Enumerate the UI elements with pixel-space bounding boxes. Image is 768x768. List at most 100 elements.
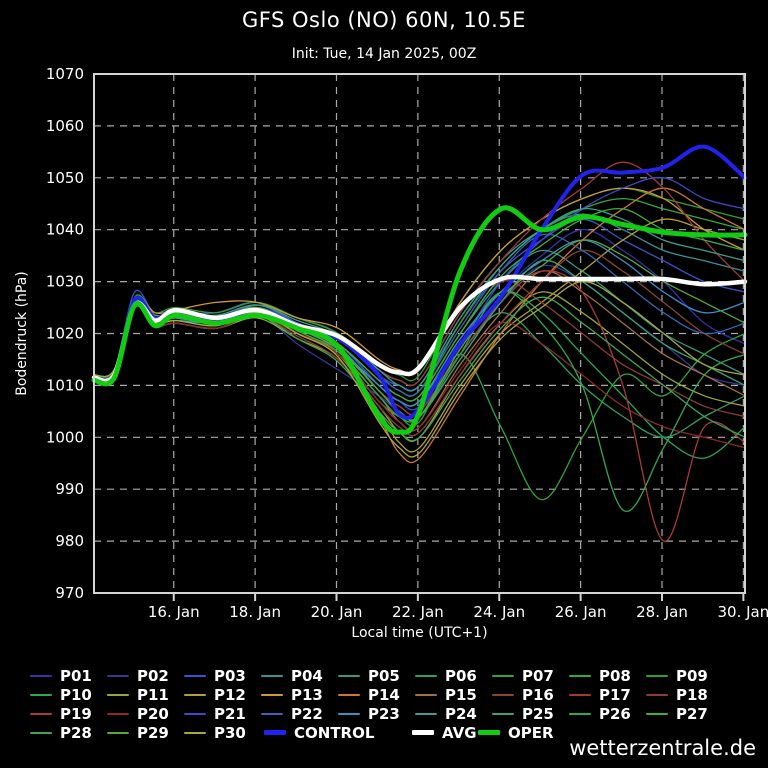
series-line-P09 xyxy=(93,187,746,382)
x-tick-label: 26. Jan xyxy=(555,603,607,621)
legend-label-P19: P19 xyxy=(60,704,92,723)
x-axis-title: Local time (UTC+1) xyxy=(351,625,487,641)
legend-swatch-P20 xyxy=(107,712,129,715)
x-tick-label: 20. Jan xyxy=(311,603,363,621)
y-tick-label: 1060 xyxy=(46,117,84,135)
legend-item-P13: P13 xyxy=(261,686,338,704)
legend-swatch-P08 xyxy=(569,674,591,677)
legend-swatch-P12 xyxy=(184,693,206,696)
legend-item-P03: P03 xyxy=(184,667,261,685)
legend-item-P30: P30 xyxy=(184,724,264,742)
legend-swatch-P23 xyxy=(338,712,360,715)
legend-item-P01: P01 xyxy=(30,667,107,685)
legend-label-CONTROL: CONTROL xyxy=(294,723,375,742)
legend-label-P10: P10 xyxy=(60,685,92,704)
legend-swatch-P10 xyxy=(30,693,52,696)
x-tick-label: 16. Jan xyxy=(148,603,200,621)
legend-item-CONTROL: CONTROL xyxy=(264,724,412,742)
legend-swatch-P02 xyxy=(107,674,129,677)
series-line-P29 xyxy=(93,239,746,422)
legend-label-P06: P06 xyxy=(445,666,477,685)
legend-label-P20: P20 xyxy=(137,704,169,723)
legend-item-P22: P22 xyxy=(261,705,338,723)
legend-item-P14: P14 xyxy=(338,686,415,704)
legend-item-AVG: AVG xyxy=(412,724,478,742)
pressure-ensemble-chart: 970 980 990 1000 1010 1020 1030 1040 1050 1060 107… xyxy=(14,65,768,641)
x-tick-label: 24. Jan xyxy=(473,603,525,621)
legend-label-P28: P28 xyxy=(60,723,92,742)
series-line-P04 xyxy=(93,213,746,387)
legend-label-P15: P15 xyxy=(445,685,477,704)
legend-label-P02: P02 xyxy=(137,666,169,685)
legend-label-P03: P03 xyxy=(214,666,246,685)
series-line-P17 xyxy=(93,161,746,387)
legend-swatch-P09 xyxy=(646,674,668,677)
legend-swatch-P07 xyxy=(492,674,514,677)
legend-item-P21: P21 xyxy=(184,705,261,723)
legend-swatch-P19 xyxy=(30,712,52,715)
legend-swatch-P14 xyxy=(338,693,360,696)
series-line-P27 xyxy=(93,207,746,402)
y-tick-label: 1010 xyxy=(46,376,84,394)
legend-item-P11: P11 xyxy=(107,686,184,704)
y-tick-label: 990 xyxy=(55,480,84,498)
legend-swatch-P26 xyxy=(569,712,591,715)
series-line-P20 xyxy=(93,305,746,449)
legend-swatch-P24 xyxy=(415,712,437,715)
y-tick-label: 1000 xyxy=(46,428,84,446)
legend-swatch-P06 xyxy=(415,674,437,677)
series-line-OPER xyxy=(91,205,748,435)
legend-swatch-P01 xyxy=(30,674,52,677)
legend-swatch-P05 xyxy=(338,674,360,677)
legend-label-P01: P01 xyxy=(60,666,92,685)
legend-label-P07: P07 xyxy=(522,666,554,685)
legend-item-P20: P20 xyxy=(107,705,184,723)
legend-swatch-P29 xyxy=(107,731,129,734)
y-tick-label: 970 xyxy=(55,584,84,602)
legend-swatch-CONTROL xyxy=(264,730,286,735)
legend-label-P23: P23 xyxy=(368,704,400,723)
legend-swatch-P13 xyxy=(261,693,283,696)
legend-item-P05: P05 xyxy=(338,667,415,685)
legend-item-P04: P04 xyxy=(261,667,338,685)
legend-item-OPER: OPER xyxy=(478,724,578,742)
legend-swatch-P30 xyxy=(184,731,206,734)
legend-swatch-P18 xyxy=(646,693,668,696)
legend-swatch-P28 xyxy=(30,731,52,734)
x-tick-label: 30. Jan xyxy=(717,603,768,621)
legend-label-P12: P12 xyxy=(214,685,246,704)
legend-item-P08: P08 xyxy=(569,667,646,685)
legend-label-P13: P13 xyxy=(291,685,323,704)
legend-row-1: P01 P02 P03 P04 P05 P06 P07 P08 P09 xyxy=(30,666,760,685)
legend-row-3: P19 P20 P21 P22 P23 P24 P25 P26 P27 xyxy=(30,704,760,723)
legend-item-P25: P25 xyxy=(492,705,569,723)
legend-label-P29: P29 xyxy=(137,723,169,742)
legend-swatch-P21 xyxy=(184,712,206,715)
legend-item-P07: P07 xyxy=(492,667,569,685)
legend-swatch-P16 xyxy=(492,693,514,696)
series-line-P30 xyxy=(93,280,746,458)
y-axis-title: Bodendruck (hPa) xyxy=(14,271,30,396)
legend-swatch-P11 xyxy=(107,693,129,696)
legend-label-P26: P26 xyxy=(599,704,631,723)
legend-item-P10: P10 xyxy=(30,686,107,704)
legend-label-P09: P09 xyxy=(676,666,708,685)
legend-label-P25: P25 xyxy=(522,704,554,723)
legend-label-P17: P17 xyxy=(599,685,631,704)
legend-label-OPER: OPER xyxy=(508,723,554,742)
y-tick-label: 1050 xyxy=(46,169,84,187)
legend-label-AVG: AVG xyxy=(442,723,477,742)
legend-item-P27: P27 xyxy=(646,705,723,723)
series-line-AVG xyxy=(91,274,748,384)
x-tick-label: 28. Jan xyxy=(636,603,688,621)
legend-swatch-P17 xyxy=(569,693,591,696)
legend-row-2: P10 P11 P12 P13 P14 P15 P16 P17 P18 xyxy=(30,685,760,704)
legend-item-P15: P15 xyxy=(415,686,492,704)
y-tick-label: 1020 xyxy=(46,325,84,343)
legend-item-P02: P02 xyxy=(107,667,184,685)
legend-label-P05: P05 xyxy=(368,666,400,685)
legend-swatch-P22 xyxy=(261,712,283,715)
legend-item-P26: P26 xyxy=(569,705,646,723)
legend-row-4: P28 P29 P30 CONTROL AVG OPER xyxy=(30,723,760,742)
series-line-P13 xyxy=(93,187,746,381)
